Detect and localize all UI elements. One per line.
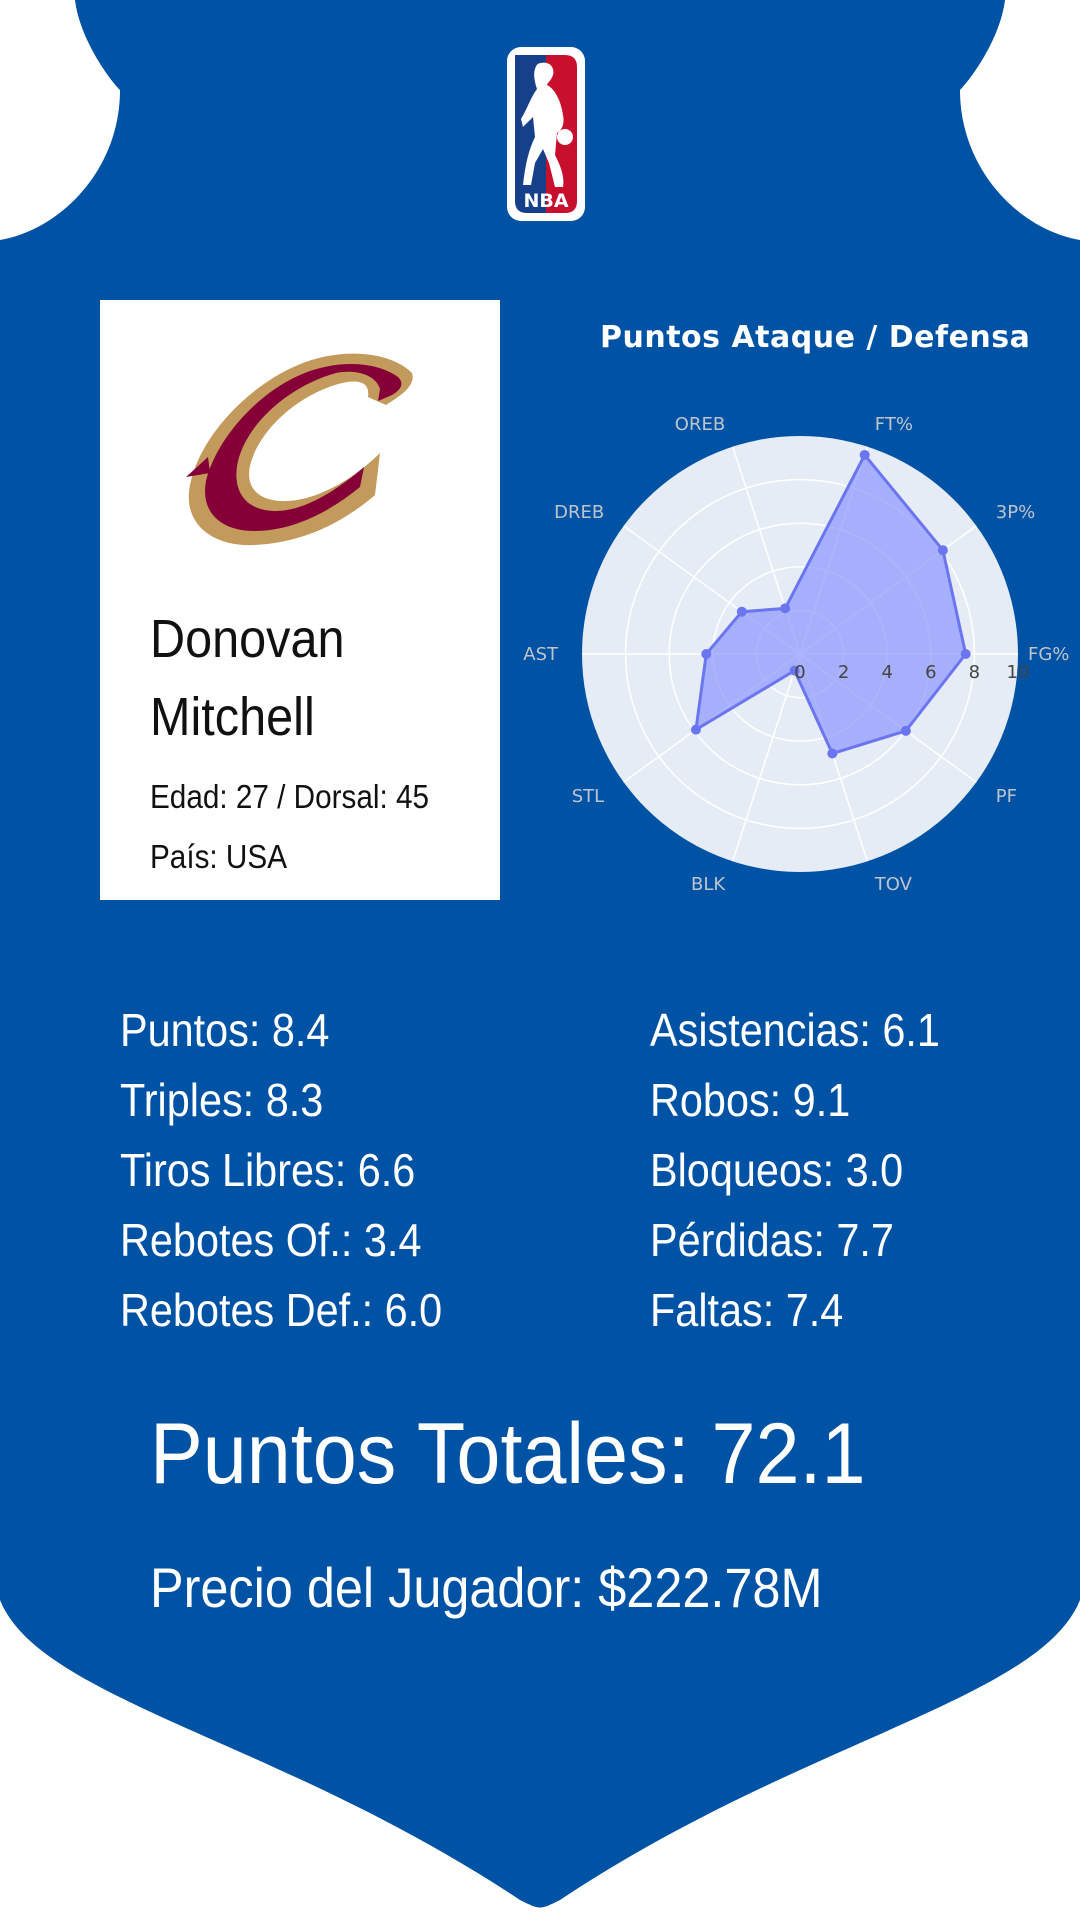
stat-rebotes-def: Rebotes Def.: 6.0 [120,1284,443,1336]
radar-tick-label: 10 [1007,662,1030,683]
total-points: Puntos Totales: 72.1 [150,1406,866,1502]
radar-axis-label: AST [523,644,559,665]
chart-title: Puntos Ataque / Defensa [600,320,1031,355]
radar-data-point [736,606,747,617]
player-card: Donovan Mitchell Edad: 27 / Dorsal: 45 P… [100,300,500,900]
stat-faltas: Faltas: 7.4 [650,1284,844,1336]
radar-data-point [690,724,701,735]
radar-data-point [937,545,948,556]
player-first-name: Donovan [150,609,345,669]
radar-axis-label: PF [996,786,1017,807]
radar-spoke [731,653,801,862]
radar-axis-label: FT% [875,414,913,435]
player-age-number: Edad: 27 / Dorsal: 45 [150,778,430,815]
radar-data-point [900,725,911,736]
radar-tick-label: 4 [881,662,892,683]
player-name: Donovan Mitchell [150,600,456,756]
radar-data-point [789,665,800,676]
player-country: País: USA [150,838,288,875]
stat-perdidas: Pérdidas: 7.7 [650,1214,894,1266]
radar-data-point [859,449,870,460]
radar-chart: 0 2 4 6 8 10 FG% 3P% FT% OREB DREB AST STL BLK TOV PF [523,414,1069,895]
nba-logo-icon: NBA [507,47,585,221]
radar-axis-label: 3P% [996,502,1035,523]
stat-puntos: Puntos: 8.4 [120,1004,330,1056]
radar-axis-label: DREB [554,502,604,523]
player-price: Precio del Jugador: $222.78M [150,1556,823,1619]
stat-rebotes-of: Rebotes Of.: 3.4 [120,1214,422,1266]
player-last-name: Mitchell [150,687,315,747]
radar-axis-label: STL [572,786,604,807]
radar-data-point [960,649,971,659]
radar-axis-label: BLK [691,874,726,895]
radar-data-point [780,603,791,614]
radar-data-point [827,748,838,759]
stat-asistencias: Asistencias: 6.1 [650,1004,940,1056]
radar-tick-label: 6 [925,662,936,683]
nba-logo-text: NBA [523,190,568,212]
cavaliers-logo-icon [186,353,413,546]
stat-tiros-libres: Tiros Libres: 6.6 [120,1144,416,1196]
radar-data-point [701,649,712,659]
radar-axis-label: TOV [874,874,913,895]
radar-tick-label: 8 [969,662,980,683]
stat-triples: Triples: 8.3 [120,1074,324,1126]
radar-tick-label: 2 [838,662,849,683]
radar-axis-label: OREB [675,414,725,435]
stat-robos: Robos: 9.1 [650,1074,851,1126]
radar-axis-label: FG% [1028,644,1069,665]
radar-tick-label: 0 [794,662,805,683]
stat-bloqueos: Bloqueos: 3.0 [650,1144,904,1196]
